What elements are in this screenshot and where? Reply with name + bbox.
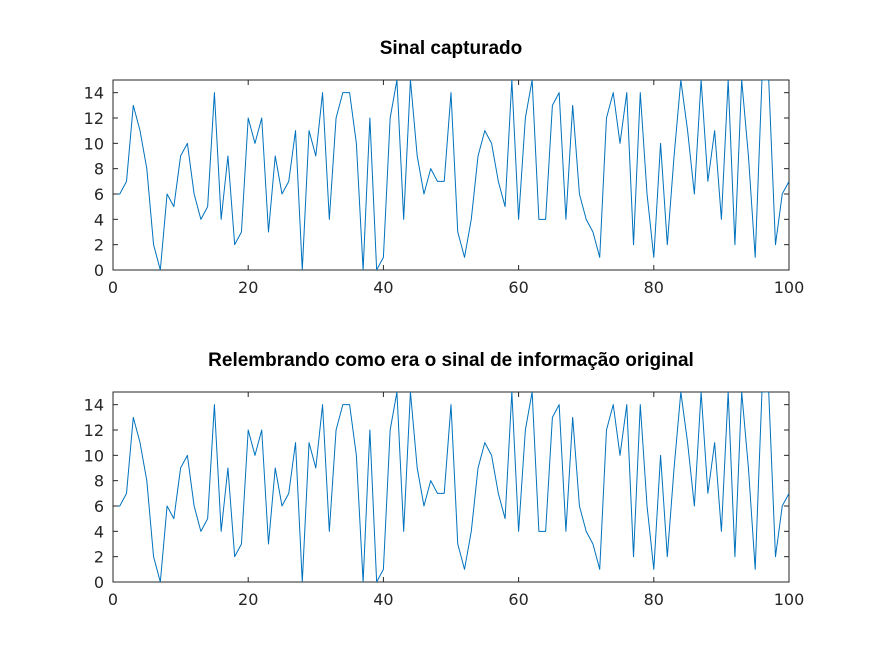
y-tick-label: 12 — [84, 109, 104, 128]
x-tick-label: 80 — [644, 590, 664, 609]
x-tick-label: 40 — [373, 278, 393, 297]
y-tick-label: 8 — [94, 160, 104, 179]
y-tick-label: 4 — [94, 210, 104, 229]
x-tick-label: 100 — [774, 590, 805, 609]
x-tick-label: 20 — [238, 590, 258, 609]
x-tick-label: 100 — [774, 278, 805, 297]
x-tick-label: 0 — [108, 278, 118, 297]
x-tick-label: 40 — [373, 590, 393, 609]
y-tick-label: 2 — [94, 548, 104, 567]
y-tick-label: 4 — [94, 522, 104, 541]
y-tick-label: 14 — [84, 396, 104, 415]
y-tick-label: 12 — [84, 421, 104, 440]
x-tick-label: 0 — [108, 590, 118, 609]
signal-line — [113, 80, 789, 270]
y-tick-label: 6 — [94, 185, 104, 204]
x-tick-label: 60 — [508, 590, 528, 609]
y-tick-label: 10 — [84, 446, 104, 465]
y-tick-label: 6 — [94, 497, 104, 516]
plot-area — [112, 391, 790, 583]
y-tick-label: 0 — [94, 261, 104, 280]
y-tick-label: 10 — [84, 134, 104, 153]
signal-line — [113, 392, 789, 582]
chart-title: Relembrando como era o sinal de informaç… — [208, 350, 694, 371]
y-tick-label: 8 — [94, 472, 104, 491]
y-tick-label: 2 — [94, 236, 104, 255]
x-tick-label: 60 — [508, 278, 528, 297]
y-tick-label: 14 — [84, 84, 104, 103]
y-tick-label: 0 — [94, 573, 104, 592]
plot-area — [112, 79, 790, 271]
x-tick-label: 80 — [644, 278, 664, 297]
chart-original-signal: Relembrando como era o sinal de informaç… — [84, 350, 805, 609]
chart-title: Sinal capturado — [380, 38, 523, 59]
x-tick-label: 20 — [238, 278, 258, 297]
chart-signal-captured: Sinal capturado 0 20 40 60 80 100 0 2 4 6 8 10 12 14 — [84, 38, 805, 297]
